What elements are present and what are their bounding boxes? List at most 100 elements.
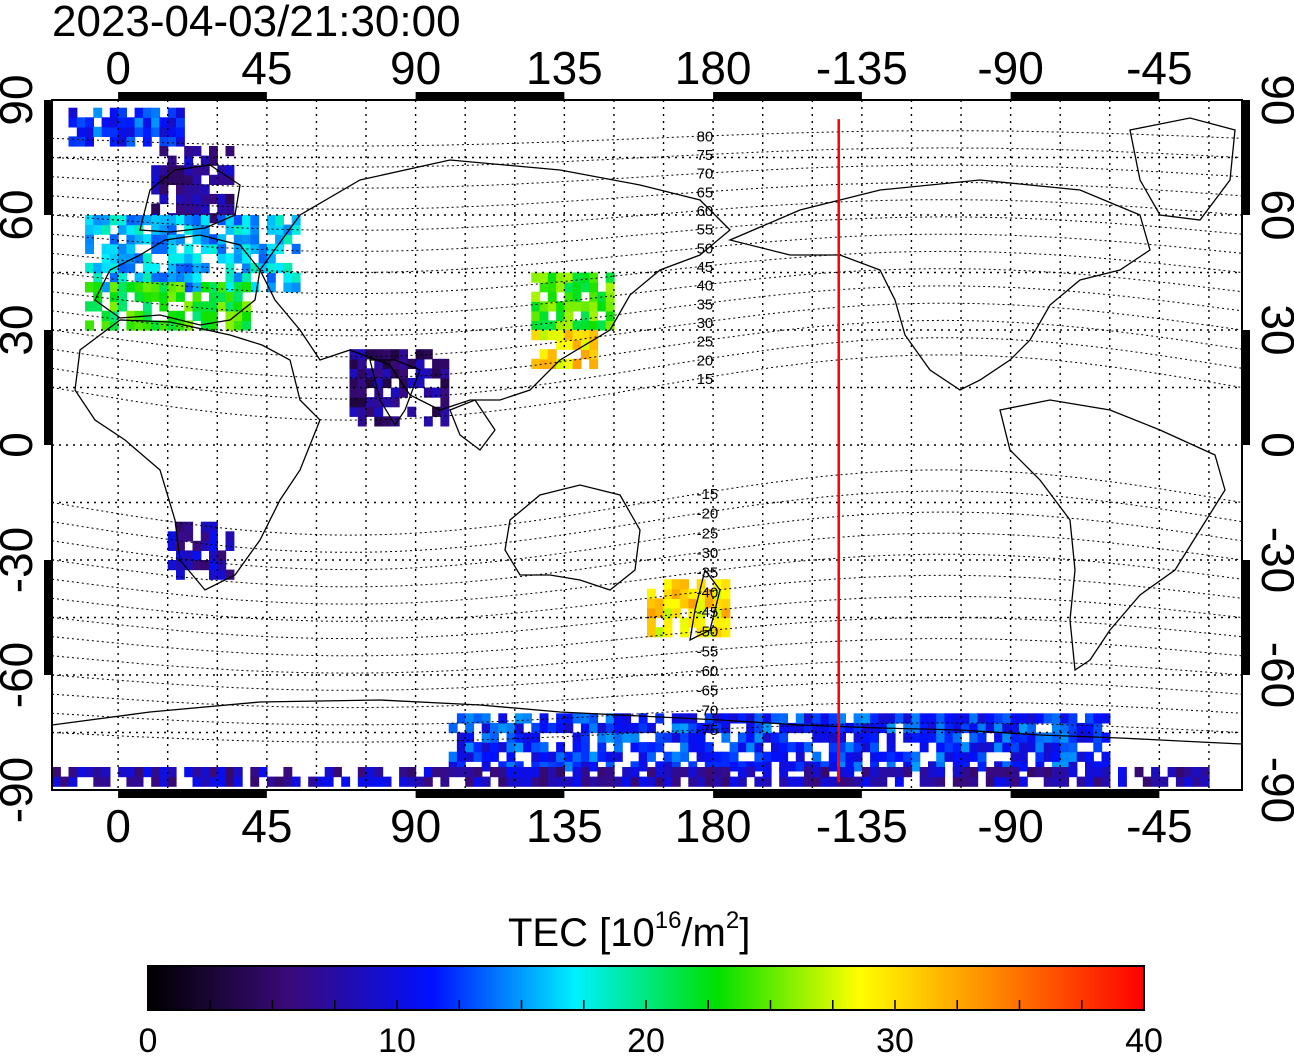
tec-cell <box>853 776 863 787</box>
tec-cell <box>184 521 194 532</box>
tec-cell <box>853 742 863 753</box>
tec-cell <box>142 282 152 293</box>
tec-cell <box>845 722 855 734</box>
tec-cell <box>655 598 665 609</box>
tec-cell <box>812 761 822 772</box>
tec-cell <box>258 243 268 254</box>
tec-cell <box>0 464 3 474</box>
tec-cell <box>242 272 251 283</box>
tec-cell <box>209 560 218 571</box>
mlat-label: 50 <box>697 240 714 257</box>
tec-cell <box>200 203 210 214</box>
tec-cell <box>134 767 144 778</box>
tec-cell <box>531 301 541 312</box>
tec-cell <box>465 722 475 734</box>
colorbar-tick-label: 20 <box>627 1022 665 1057</box>
tec-cell <box>167 560 177 571</box>
tec-cell <box>688 767 698 778</box>
tec-cell <box>812 713 822 724</box>
tec-cell <box>671 722 681 734</box>
tec-cell <box>944 713 954 724</box>
mlat-label: 25 <box>697 334 714 351</box>
tec-cell <box>680 627 689 638</box>
tec-cell <box>374 776 384 787</box>
tec-cell <box>564 776 574 787</box>
tec-cell <box>266 253 276 264</box>
tec-cell <box>556 713 565 724</box>
tec-region-4 <box>531 272 615 331</box>
tec-cell <box>696 617 706 628</box>
tec-cell <box>432 406 441 417</box>
tec-cell <box>118 107 127 118</box>
tec-cell <box>713 751 722 762</box>
tec-cell <box>779 742 789 753</box>
tec-cell <box>85 301 94 312</box>
tec-cell <box>167 253 177 264</box>
tec-cell <box>523 767 532 778</box>
edge-bar <box>1010 791 1160 798</box>
tec-cell <box>729 776 739 787</box>
tec-cell <box>423 776 433 787</box>
tec-cell <box>556 330 565 341</box>
map-frame-edge-bars <box>44 92 1250 798</box>
tec-cell <box>233 310 243 321</box>
tec-cell <box>118 243 127 254</box>
tec-cell <box>539 722 549 734</box>
tec-cell <box>159 224 169 235</box>
map-graticule <box>52 100 1242 790</box>
tec-cell <box>0 474 3 484</box>
tec-cell <box>250 215 260 226</box>
tec-cell <box>192 215 202 226</box>
tec-cell <box>0 512 3 522</box>
tec-cell <box>167 174 177 185</box>
tec-cell <box>936 776 946 787</box>
tec-cell <box>647 776 656 787</box>
mlat-label: 40 <box>697 278 714 295</box>
tec-cell <box>167 126 177 137</box>
tec-cell <box>225 767 235 778</box>
x-tick-label-bottom: -135 <box>816 800 908 852</box>
tec-cell <box>771 713 780 724</box>
tec-cell <box>1027 722 1036 734</box>
tec-cell <box>630 761 640 772</box>
tec-cell <box>275 776 284 787</box>
tec-cell <box>473 751 483 762</box>
tec-cell <box>258 262 268 274</box>
tec-cell <box>126 262 136 274</box>
tec-cell <box>242 282 251 293</box>
coastline-south-america <box>999 399 1226 672</box>
tec-cell <box>233 282 243 293</box>
tec-cell <box>266 282 276 293</box>
mlat-label: -30 <box>697 545 719 562</box>
tec-cell <box>580 761 590 772</box>
tec-cell <box>134 224 144 235</box>
coastline-asia <box>259 159 731 411</box>
tec-cell <box>605 751 615 762</box>
tec-cell <box>911 713 921 724</box>
tec-cell <box>200 184 210 195</box>
tec-cell <box>184 155 194 166</box>
tec-cell <box>151 174 161 185</box>
tec-cell <box>498 742 508 753</box>
edge-bar <box>1243 560 1250 675</box>
tec-cell <box>994 722 1003 734</box>
mlat-contour <box>52 164 1242 189</box>
tec-cell <box>151 243 161 254</box>
tec-cell <box>1018 713 1028 724</box>
tec-cell <box>432 358 441 369</box>
tec-cell <box>944 742 954 753</box>
tec-cell <box>630 776 640 787</box>
tec-cell <box>142 253 152 264</box>
tec-cell <box>564 713 574 724</box>
tec-cell <box>233 301 243 312</box>
tec-cell <box>853 761 863 772</box>
tec-cell <box>1051 761 1061 772</box>
tec-cell <box>291 776 301 787</box>
tec-cell <box>547 751 557 762</box>
tec-cell <box>209 146 218 157</box>
tec-cell <box>820 776 830 787</box>
tec-cell <box>506 761 516 772</box>
tec-cell <box>713 713 722 724</box>
tec-cell <box>961 742 970 753</box>
tec-cell <box>109 272 119 283</box>
